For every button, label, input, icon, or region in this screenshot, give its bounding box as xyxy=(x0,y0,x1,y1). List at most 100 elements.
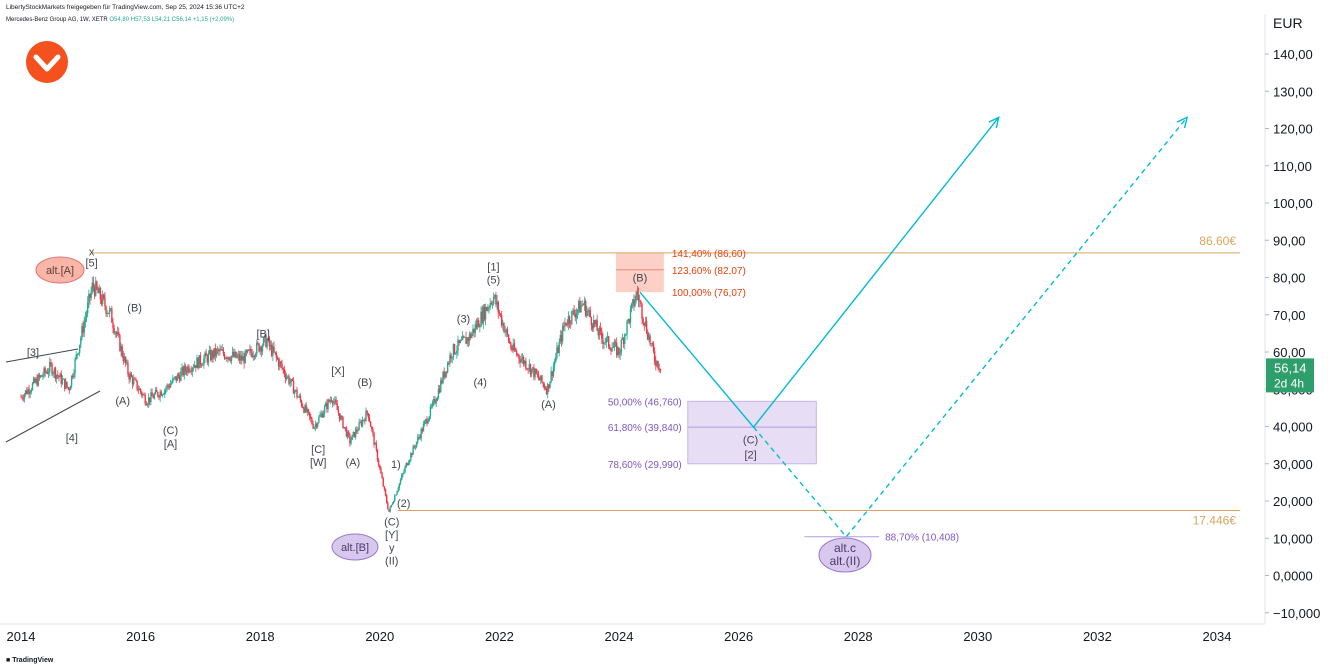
candle-body xyxy=(136,380,138,390)
candle-body xyxy=(22,398,24,400)
candle-body xyxy=(233,351,235,357)
candle-body xyxy=(616,342,618,356)
candle-body xyxy=(179,376,181,381)
candle-body xyxy=(474,324,476,333)
candle-body xyxy=(488,307,490,309)
candle-body xyxy=(65,381,67,389)
wave-label: [5] xyxy=(85,258,97,270)
candle-body xyxy=(609,346,611,349)
candle-body xyxy=(644,321,647,326)
candle-body xyxy=(189,371,191,373)
candle-body xyxy=(578,300,580,310)
candle-body xyxy=(98,287,100,294)
candle-body xyxy=(383,486,386,490)
candle-body xyxy=(47,372,50,374)
candle-body xyxy=(176,374,179,381)
candle-body xyxy=(522,357,525,364)
candle-body xyxy=(653,351,656,362)
fib-1414-label: 141,40% (86,60) xyxy=(672,249,746,260)
fib-extension-box xyxy=(616,252,664,293)
candle-body xyxy=(391,503,394,505)
candle-body xyxy=(507,334,510,342)
candle-body xyxy=(124,356,127,364)
wave-label: (C) xyxy=(743,435,758,447)
candle-body xyxy=(285,377,288,379)
candle-body xyxy=(262,337,265,346)
candle-body xyxy=(482,306,484,323)
candle-body xyxy=(295,389,297,391)
candle-body xyxy=(435,400,437,404)
time-tick: 2018 xyxy=(246,629,275,644)
candle-body xyxy=(146,404,149,406)
candle-body xyxy=(543,384,545,389)
candle-body xyxy=(122,355,125,362)
candle-body xyxy=(333,401,335,404)
candle-body xyxy=(273,346,275,352)
candle-body xyxy=(162,394,165,395)
candle-body xyxy=(376,449,379,461)
candle-body xyxy=(555,357,557,362)
candle-body xyxy=(382,478,384,487)
candle-body xyxy=(651,343,654,345)
candle-body xyxy=(633,299,635,306)
candle-body xyxy=(170,382,173,385)
candle-body xyxy=(384,489,387,496)
badge-alt-a: alt.[A] xyxy=(35,256,85,284)
candle-body xyxy=(150,392,152,402)
candle-body xyxy=(73,373,75,377)
candle-body xyxy=(422,424,425,432)
candle-body xyxy=(250,348,252,354)
candle-body xyxy=(560,335,563,342)
wave-label: y xyxy=(389,543,395,555)
symbol-info: Mercedes-Benz Group AG, 1W, XETR O54,80 … xyxy=(6,17,234,23)
badge-alt-a-text: alt.[A] xyxy=(46,265,74,277)
candle-body xyxy=(358,422,360,431)
candle-body xyxy=(27,389,29,394)
candle-body xyxy=(210,350,212,361)
candle-body xyxy=(469,334,472,338)
candle-body xyxy=(598,327,601,336)
candle-body xyxy=(314,424,317,428)
candle-body xyxy=(50,362,52,364)
candle-body xyxy=(37,374,39,386)
tradingview-logo-icon: ■ xyxy=(6,657,11,664)
candle-body xyxy=(535,368,537,374)
candle-body xyxy=(74,359,76,374)
candle-body xyxy=(38,374,41,378)
candle-body xyxy=(515,351,518,355)
candle-body xyxy=(90,291,92,298)
candle-body xyxy=(429,406,432,417)
candle-body xyxy=(558,341,560,354)
candle-body xyxy=(571,310,573,324)
candle-body xyxy=(532,367,534,369)
candle-body xyxy=(325,403,327,407)
candle-body xyxy=(640,300,642,304)
candle-body xyxy=(652,343,655,352)
candle-body xyxy=(517,354,519,356)
candle-body xyxy=(256,342,258,355)
candle-body xyxy=(83,322,85,333)
candle-body xyxy=(156,389,158,393)
price-tick: 80,00 xyxy=(1273,271,1306,286)
candle-body xyxy=(312,424,314,429)
candle-body xyxy=(243,356,245,364)
candle-body xyxy=(29,391,31,394)
candle-body xyxy=(586,310,588,316)
time-tick: 2016 xyxy=(126,629,155,644)
candle-body xyxy=(487,307,489,311)
candle-body xyxy=(111,308,113,323)
candle-body xyxy=(110,308,112,310)
candle-body xyxy=(648,335,650,340)
wedge-upper-line xyxy=(5,348,79,363)
candle-body xyxy=(625,334,627,335)
candle-body xyxy=(239,355,242,361)
wave-label: [1] xyxy=(487,261,499,273)
candle-body xyxy=(594,320,596,325)
alt-projection-arrowhead xyxy=(1176,116,1189,129)
candle-body xyxy=(92,282,95,288)
candle-body xyxy=(169,384,172,388)
candle-body xyxy=(468,334,471,342)
candle-body xyxy=(551,371,553,376)
candle-body xyxy=(364,419,366,422)
